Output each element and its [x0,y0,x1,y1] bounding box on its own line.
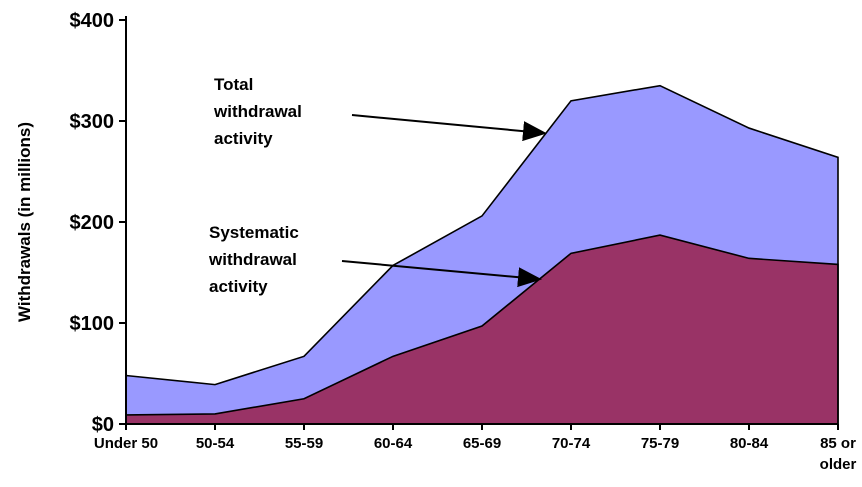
x-tick-label-8: 85 or older [820,435,857,473]
total-withdrawal-arrow [351,114,547,142]
systematic-withdrawal-arrow [341,260,542,288]
total-withdrawal-label: Total withdrawal activity [213,75,302,148]
y-tick-label-2: $200 [70,212,115,234]
systematic-withdrawal-area [126,235,838,424]
x-tick-label-0: Under 50 [94,435,158,452]
y-tick-label-4: $400 [70,10,115,32]
x-tick-label-1: 50-54 [196,435,235,452]
x-tick-label-4: 65-69 [463,435,501,452]
total-withdrawal-line [125,84,839,424]
x-tick-label-2: 55-59 [285,435,323,452]
systematic-withdrawal-line [125,234,839,424]
y-axis-title: Withdrawals (in millions) [15,122,34,322]
x-tick-label-7: 80-84 [730,435,769,452]
x-tick-label-5: 70-74 [552,435,591,452]
y-tick-label-3: $300 [70,111,115,133]
y-tick-label-1: $100 [70,313,115,335]
systematic-withdrawal-label: Systematic withdrawal activity [208,223,299,296]
x-tick-label-3: 60-64 [374,435,413,452]
y-tick-label-0: $0 [92,414,114,436]
x-tick-label-6: 75-79 [641,435,679,452]
